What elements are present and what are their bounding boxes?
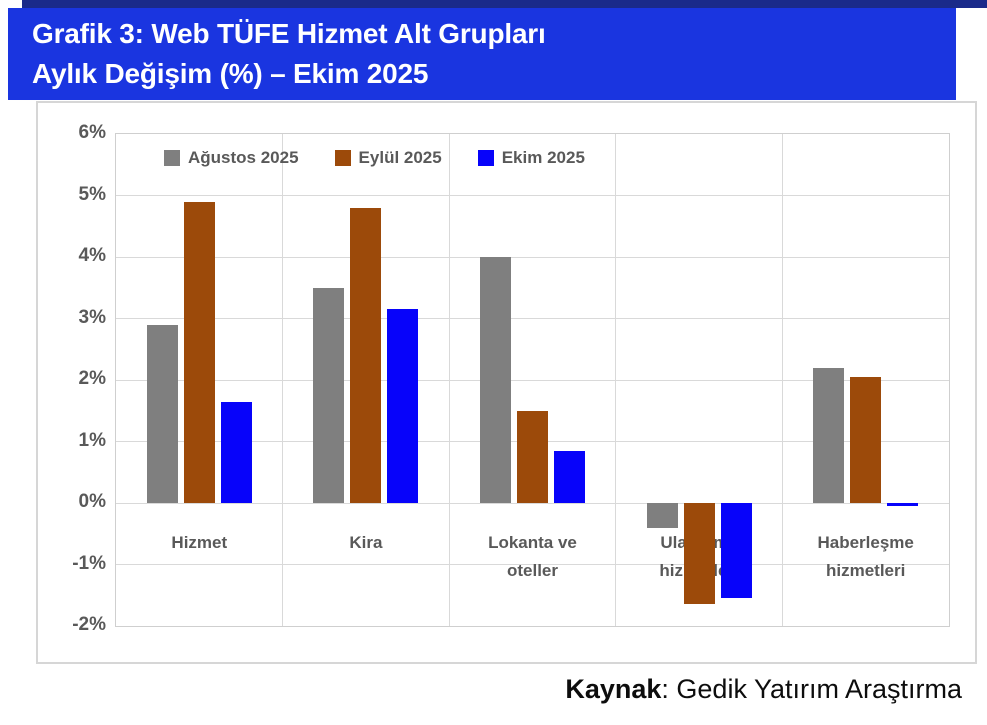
bar-a-ustos-2025 [480, 257, 511, 503]
chart-title-line-2: Aylık Değişim (%) – Ekim 2025 [32, 58, 429, 89]
bar-a-ustos-2025 [813, 367, 845, 503]
category-label: Lokanta ve oteller [449, 529, 616, 585]
legend-label: Ağustos 2025 [188, 148, 299, 167]
category-label: Hizmet [116, 529, 283, 557]
bar-ekim-2025 [720, 503, 752, 599]
legend-item: Ekim 2025 [477, 148, 585, 168]
gridline-horizontal [116, 195, 949, 196]
legend-item: Eylül 2025 [334, 148, 442, 168]
source-label: Kaynak [565, 674, 662, 704]
y-axis-tick-label: -1% [72, 552, 106, 574]
top-border-strip [22, 0, 987, 8]
bar-eyl-l-2025 [683, 503, 715, 605]
y-axis-tick-label: 2% [78, 368, 106, 389]
bar-eyl-l-2025 [350, 207, 382, 503]
source-text: : Gedik Yatırım Araştırma [661, 674, 962, 704]
plot-area: Ağustos 2025 Eylül 2025 Ekim 2025 -2% -1% 0%… [72, 122, 950, 635]
gridline-vertical [448, 134, 450, 626]
bar-ekim-2025 [554, 450, 585, 503]
chart-title-banner: Grafik 3: Web TÜFE Hizmet Alt Grupları A… [8, 8, 956, 100]
y-axis-tick-label: 4% [78, 245, 106, 266]
chart-legend: Ağustos 2025 Eylül 2025 Ekim 2025 [164, 148, 585, 168]
chart-card: Ağustos 2025 Eylül 2025 Ekim 2025 -2% -1% 0%… [36, 101, 977, 664]
y-axis-tick-label: 1% [78, 429, 106, 451]
category-label-text: Hizmet [171, 533, 228, 552]
gridline-vertical [615, 134, 617, 626]
gridline-horizontal [116, 318, 949, 319]
bar-a-ustos-2025 [313, 287, 345, 503]
chart-title-line-1: Grafik 3: Web TÜFE Hizmet Alt Grupları [32, 18, 546, 49]
legend-swatch-icon [334, 150, 351, 166]
legend-item: Ağustos 2025 [164, 148, 299, 168]
category-label-text: Lokanta ve oteller [488, 533, 577, 580]
legend-swatch-icon [477, 150, 494, 166]
bar-a-ustos-2025 [146, 324, 178, 503]
bar-a-ustos-2025 [646, 503, 678, 528]
gridline-vertical [282, 134, 284, 626]
y-axis-tick-label: 5% [78, 183, 106, 205]
category-label: Haberleşme hizmetleri [782, 529, 949, 585]
source-attribution: Kaynak: Gedik Yatırım Araştırma [565, 674, 962, 705]
bar-ekim-2025 [387, 309, 419, 503]
gridline-horizontal [116, 256, 949, 258]
y-axis-tick-label: -2% [72, 614, 106, 635]
legend-label: Ekim 2025 [501, 148, 585, 167]
gridline-horizontal [116, 379, 949, 381]
category-label-text: Kira [349, 533, 383, 552]
bar-eyl-l-2025 [850, 376, 882, 503]
bar-eyl-l-2025 [517, 410, 548, 503]
y-axis-tick-label: 3% [78, 306, 106, 328]
bar-ekim-2025 [220, 401, 252, 503]
gridline-vertical [781, 134, 783, 626]
legend-label: Eylül 2025 [358, 148, 442, 167]
bar-eyl-l-2025 [183, 201, 215, 503]
y-axis-tick-label: 6% [78, 122, 106, 143]
category-label: Kira [283, 529, 450, 557]
gridline-horizontal [116, 502, 949, 504]
legend-swatch-icon [164, 150, 180, 166]
bar-ekim-2025 [887, 503, 919, 507]
gridline-horizontal [116, 564, 949, 565]
category-label-text: Haberleşme hizmetleri [817, 533, 914, 580]
y-axis-tick-label: 0% [78, 491, 106, 512]
